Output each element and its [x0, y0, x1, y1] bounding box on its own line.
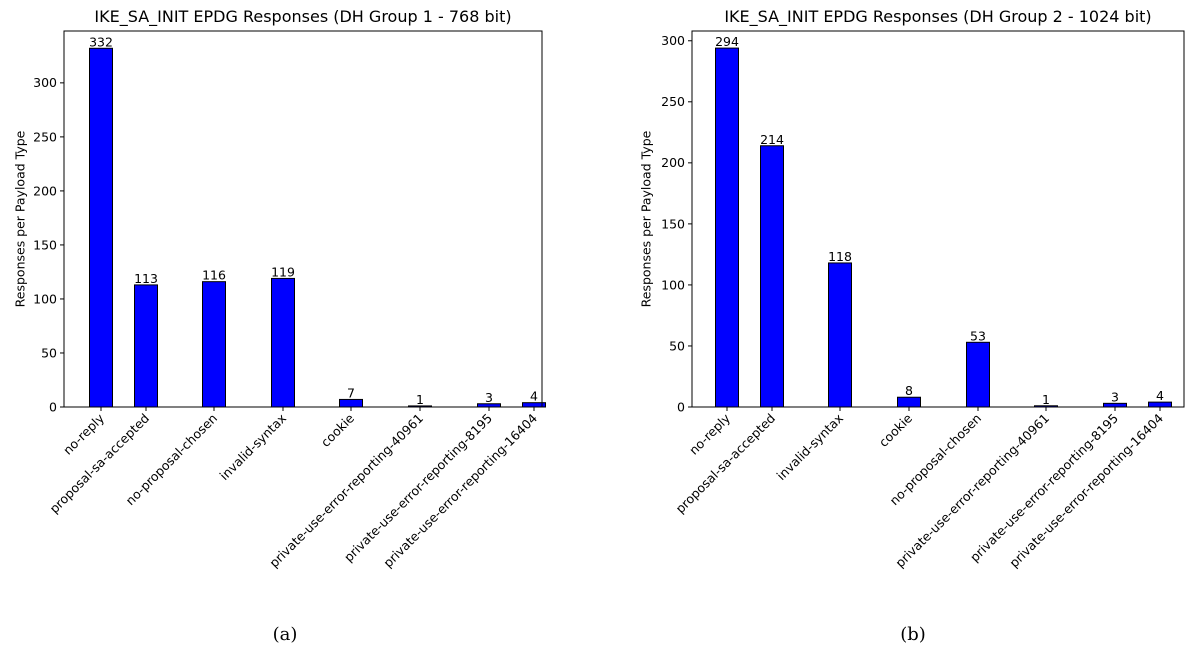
chart-title: IKE_SA_INIT EPDG Responses (DH Group 2 -… — [724, 7, 1151, 27]
y-tick-label: 50 — [41, 345, 57, 360]
data-label: 53 — [970, 328, 986, 343]
x-tick-label: cookie — [876, 410, 916, 450]
data-label: 119 — [271, 264, 295, 279]
y-tick-label: 100 — [33, 291, 57, 306]
data-label: 3 — [485, 390, 493, 405]
x-tick-label: cookie — [318, 410, 358, 450]
chart-panel-1: IKE_SA_INIT EPDG Responses (DH Group 2 -… — [638, 7, 1185, 645]
y-tick-label: 200 — [33, 183, 57, 198]
y-tick-label: 300 — [33, 75, 57, 90]
data-label: 214 — [760, 132, 784, 147]
data-label: 3 — [1111, 389, 1119, 404]
data-label: 4 — [1156, 388, 1164, 403]
chart-panel-0: IKE_SA_INIT EPDG Responses (DH Group 1 -… — [12, 7, 546, 645]
y-tick-label: 100 — [661, 277, 685, 292]
plot-frame — [691, 30, 1185, 408]
data-label: 116 — [202, 268, 226, 283]
chart-title: IKE_SA_INIT EPDG Responses (DH Group 1 -… — [94, 7, 511, 27]
bar — [828, 262, 852, 408]
x-tick-label: invalid-syntax — [217, 411, 290, 484]
y-tick-label: 0 — [677, 399, 685, 414]
bar — [202, 281, 226, 408]
data-label: 294 — [715, 34, 739, 49]
bar — [89, 47, 113, 408]
y-tick-label: 200 — [661, 155, 685, 170]
bar — [715, 47, 739, 408]
subfigure-caption: (a) — [273, 624, 298, 645]
bar — [271, 277, 295, 408]
subfigure-caption: (b) — [900, 624, 926, 645]
bar — [134, 284, 158, 408]
data-label: 332 — [89, 34, 113, 49]
data-label: 113 — [134, 271, 158, 286]
bar — [966, 341, 990, 408]
y-axis-label: Responses per Payload Type — [12, 130, 27, 307]
y-tick-label: 0 — [49, 399, 57, 414]
data-label: 8 — [905, 383, 913, 398]
y-tick-label: 150 — [33, 237, 57, 252]
y-tick-label: 50 — [669, 338, 685, 353]
y-tick-label: 300 — [661, 33, 685, 48]
y-axis-label: Responses per Payload Type — [638, 130, 653, 307]
plot-frame — [63, 30, 543, 408]
x-tick-label: invalid-syntax — [774, 411, 847, 484]
bar — [339, 398, 363, 408]
data-label: 1 — [1042, 392, 1050, 407]
data-label: 4 — [530, 389, 538, 404]
data-label: 118 — [828, 249, 852, 264]
bar — [897, 396, 921, 408]
y-tick-label: 250 — [33, 129, 57, 144]
data-label: 7 — [347, 385, 355, 400]
y-tick-label: 250 — [661, 94, 685, 109]
bar — [760, 145, 784, 408]
y-tick-label: 150 — [661, 216, 685, 231]
data-label: 1 — [416, 392, 424, 407]
